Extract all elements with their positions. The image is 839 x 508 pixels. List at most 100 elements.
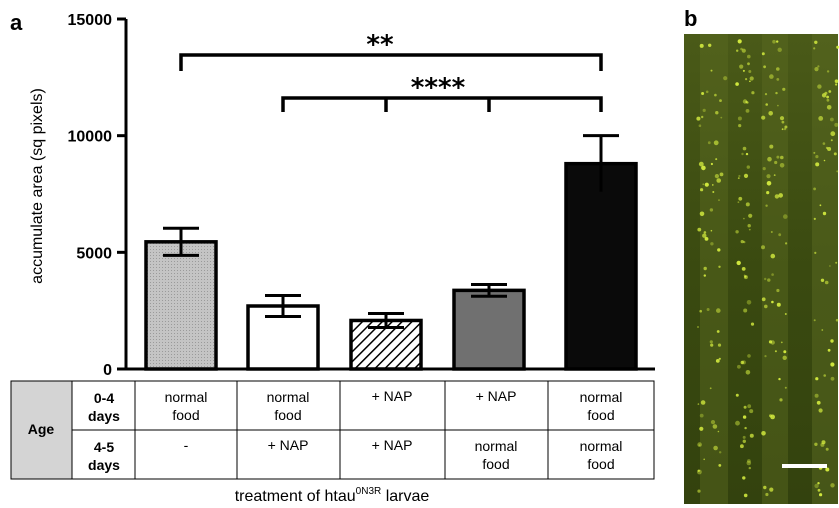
punctum (712, 191, 715, 193)
punctum (814, 67, 819, 72)
table-cell-r2-c5: normal (580, 438, 623, 454)
punctum (737, 116, 742, 121)
punctum (718, 357, 721, 360)
punctum (698, 444, 701, 447)
punctum (776, 155, 780, 159)
punctum (779, 163, 785, 168)
punctum (785, 242, 788, 245)
punctum (835, 261, 838, 264)
punctum (714, 93, 717, 97)
punctum (813, 319, 816, 322)
punctum (774, 160, 778, 165)
punctum (834, 122, 839, 127)
row1-label-bottom: days (88, 408, 120, 424)
punctum (765, 103, 768, 106)
punctum (770, 414, 775, 420)
punctum (702, 183, 705, 186)
punctum (701, 165, 706, 171)
punctum (718, 265, 721, 268)
punctum (709, 387, 712, 390)
table-cell-r2-c4: normal (475, 438, 518, 454)
punctum (761, 52, 765, 56)
punctum (825, 467, 830, 472)
punctum (773, 174, 776, 177)
punctum (764, 277, 767, 281)
punctum (717, 343, 722, 347)
punctum (833, 152, 837, 156)
punctum (745, 370, 751, 375)
punctum (706, 308, 710, 311)
punctum (817, 65, 820, 68)
punctum (761, 431, 766, 436)
panel-b-label: b (684, 6, 697, 31)
punctum (698, 161, 704, 167)
punctum (782, 355, 787, 360)
punctum (779, 116, 785, 121)
punctum (697, 403, 700, 405)
punctum (697, 442, 702, 447)
punctum (715, 359, 720, 363)
punctum (745, 78, 748, 81)
punctum (815, 162, 820, 167)
punctum (699, 43, 704, 48)
micrograph-image (684, 34, 839, 504)
punctum (784, 313, 787, 315)
punctum (770, 231, 773, 233)
punctum (814, 442, 818, 446)
punctum (763, 485, 767, 490)
punctum (741, 267, 746, 271)
punctum (819, 493, 823, 497)
punctum (738, 124, 742, 128)
punctum (749, 80, 751, 83)
punctum (761, 245, 765, 250)
punctum (776, 288, 780, 293)
punctum (743, 173, 749, 178)
punctum (830, 139, 833, 142)
punctum (737, 201, 740, 204)
punctum (768, 340, 773, 344)
table-cell-r1-c5: food (587, 407, 614, 423)
punctum (697, 469, 700, 472)
punctum (703, 231, 707, 234)
punctum (825, 447, 829, 451)
punctum (742, 439, 746, 443)
punctum (745, 109, 750, 113)
punctum (764, 304, 768, 309)
punctum (824, 91, 828, 95)
punctum (814, 483, 819, 489)
punctum (719, 451, 722, 454)
punctum (742, 435, 746, 439)
table-cell-r1-c2: normal (267, 389, 310, 405)
punctum (743, 405, 747, 409)
punctum (813, 187, 816, 191)
punctum (716, 308, 721, 313)
punctum (746, 165, 750, 169)
punctum (704, 237, 709, 241)
punctum (747, 459, 751, 463)
punctum (748, 70, 752, 73)
punctum (748, 466, 751, 470)
bar-5 (564, 161, 638, 371)
punctum (741, 152, 744, 156)
punctum (709, 340, 713, 344)
punctum (745, 152, 749, 156)
punctum (712, 424, 718, 429)
table-cell-r2-c3: + NAP (372, 437, 413, 453)
punctum (716, 178, 721, 183)
punctum (738, 174, 741, 178)
punctum (749, 76, 754, 81)
punctum (775, 91, 778, 95)
punctum (702, 108, 706, 112)
table-cell-r1-c4: + NAP (476, 388, 517, 404)
table-header-age: Age (28, 421, 55, 437)
punctum (761, 115, 766, 120)
punctum (816, 400, 821, 405)
punctum (772, 39, 776, 44)
punctum (739, 64, 744, 69)
punctum (712, 184, 714, 186)
punctum (814, 393, 819, 398)
punctum (815, 155, 819, 159)
punctum (767, 278, 771, 282)
punctum (776, 78, 780, 81)
punctum (762, 167, 766, 171)
